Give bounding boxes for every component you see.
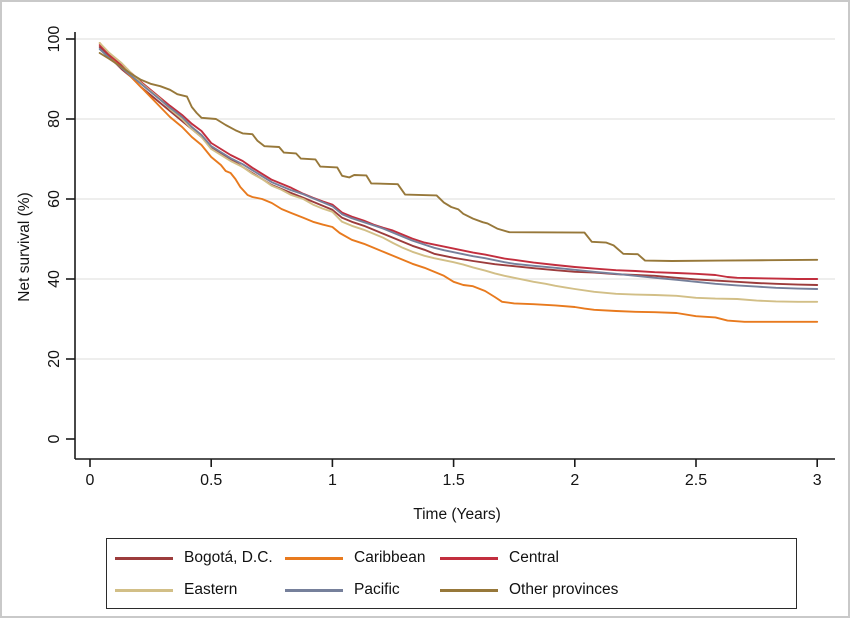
legend-line-swatch	[115, 556, 173, 560]
legend-label: Caribbean	[354, 549, 426, 566]
legend-item-other-provinces: Other provinces	[440, 580, 618, 600]
series-line-caribbean	[98, 42, 819, 323]
y-tick-label: 0	[46, 434, 63, 443]
legend-line-swatch	[285, 556, 343, 560]
x-tick-label: 0	[86, 472, 95, 489]
legend: Bogotá, D.C. Caribbean Central Eastern P…	[106, 538, 797, 609]
x-ticks	[89, 459, 819, 467]
legend-item-bogota: Bogotá, D.C.	[115, 548, 273, 568]
series-line-eastern	[98, 42, 819, 303]
legend-label: Bogotá, D.C.	[184, 549, 273, 566]
x-tick-labels: 0 0.5 1 1.5 2 2.5 3	[86, 472, 822, 489]
y-tick-label: 100	[46, 26, 63, 53]
legend-label: Other provinces	[509, 581, 619, 598]
plot-area: 0 20 40 60 80 100 0 0.5 1 1.5 2 2.5 3 Ti…	[16, 26, 835, 523]
y-axis-title: Net survival (%)	[16, 192, 33, 301]
x-tick-label: 3	[813, 472, 822, 489]
legend-label: Pacific	[354, 581, 400, 598]
axes	[74, 32, 835, 460]
legend-label: Central	[509, 549, 559, 566]
y-tick-label: 40	[46, 270, 63, 288]
y-ticks	[66, 38, 75, 440]
series-curves	[98, 42, 819, 323]
gridlines	[76, 38, 835, 360]
legend-line-swatch	[115, 588, 173, 592]
x-tick-label: 2	[570, 472, 579, 489]
legend-line-swatch	[440, 588, 498, 592]
x-tick-label: 2.5	[685, 472, 707, 489]
y-tick-labels: 0 20 40 60 80 100	[46, 26, 63, 444]
x-tick-label: 1	[328, 472, 337, 489]
legend-label: Eastern	[184, 581, 238, 598]
series-line-central	[98, 44, 819, 280]
y-tick-label: 60	[46, 190, 63, 208]
y-tick-label: 20	[46, 350, 63, 368]
legend-item-eastern: Eastern	[115, 580, 237, 600]
x-tick-label: 1.5	[442, 472, 464, 489]
series-line-other-provinces	[98, 52, 819, 262]
series-line-pacific	[98, 48, 819, 290]
x-axis-title: Time (Years)	[413, 506, 501, 523]
legend-line-swatch	[285, 588, 343, 592]
y-tick-label: 80	[46, 110, 63, 128]
legend-item-pacific: Pacific	[285, 580, 400, 600]
legend-item-central: Central	[440, 548, 559, 568]
legend-item-caribbean: Caribbean	[285, 548, 426, 568]
legend-line-swatch	[440, 556, 498, 560]
x-tick-label: 0.5	[200, 472, 222, 489]
